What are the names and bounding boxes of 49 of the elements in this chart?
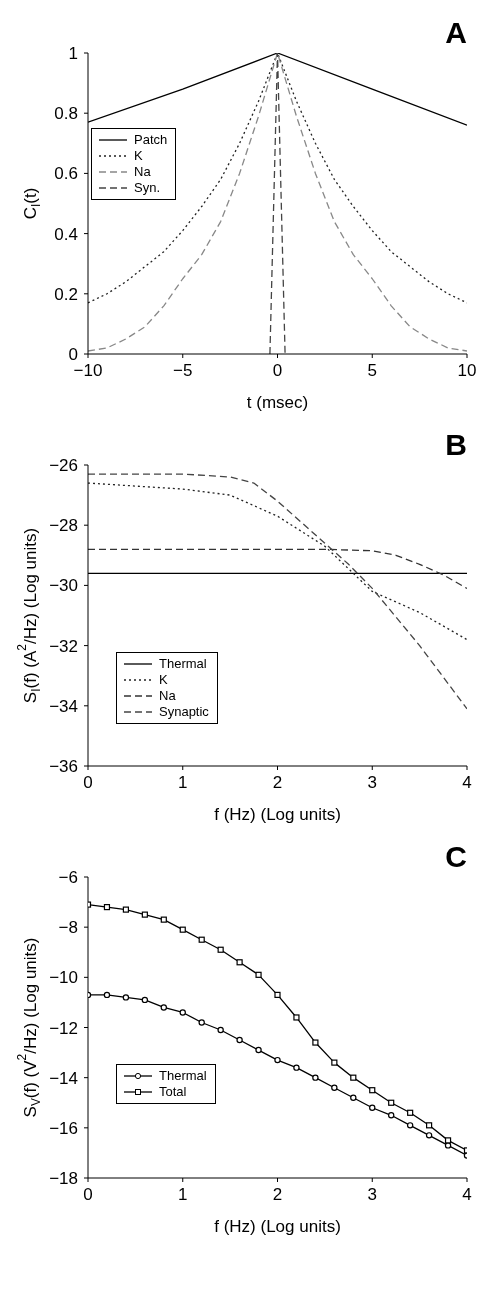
y-tick-label: −18	[49, 1169, 78, 1189]
y-tick-label: −34	[49, 696, 78, 716]
x-tick-label: 0	[272, 361, 283, 381]
y-tick-label: 1	[68, 44, 78, 64]
y-tick-label: 0.4	[54, 224, 78, 244]
y-tick-label: −16	[49, 1118, 78, 1138]
x-axis-title: t (msec)	[246, 393, 309, 412]
legend-label: Syn.	[134, 180, 161, 197]
x-tick-label: 2	[272, 1185, 283, 1205]
chart-title: C	[445, 840, 467, 873]
y-tick-label: 0.8	[54, 104, 78, 124]
x-tick-label: 0	[83, 773, 93, 793]
legend-label: Synaptic	[159, 703, 209, 720]
x-tick-label: −5	[173, 361, 193, 381]
y-tick-label: 0.2	[54, 284, 78, 304]
legend-label: K	[134, 148, 143, 165]
x-tick-label: 4	[462, 1185, 472, 1205]
x-tick-label: 3	[367, 1185, 377, 1205]
x-tick-label: 0	[83, 1185, 93, 1205]
x-axis-title: f (Hz) (Log units)	[214, 805, 341, 824]
legend-label: K	[159, 671, 168, 688]
legend-label: Na	[134, 164, 151, 181]
x-tick-label: 3	[367, 773, 377, 793]
y-tick-label: −28	[49, 516, 78, 536]
x-tick-label: 5	[367, 361, 377, 381]
y-tick-label: −30	[49, 576, 78, 596]
y-tick-label: −32	[49, 636, 78, 656]
x-tick-label: 10	[457, 361, 477, 381]
legend-label: Patch	[134, 132, 168, 149]
y-tick-label: −36	[49, 757, 78, 777]
y-tick-label: −26	[49, 456, 78, 476]
x-tick-label: 4	[462, 773, 472, 793]
chart-title: B	[445, 428, 467, 461]
x-tick-label: 1	[178, 1185, 188, 1205]
legend-label: Na	[159, 687, 176, 704]
y-tick-label: −8	[58, 918, 78, 938]
y-tick-label: −6	[58, 868, 78, 888]
y-tick-label: −14	[49, 1068, 78, 1088]
legend-label: Thermal	[159, 655, 207, 672]
chart-title: A	[445, 16, 467, 49]
legend-label: Total	[159, 1083, 187, 1100]
x-tick-label: 1	[178, 773, 188, 793]
legend-label: Thermal	[159, 1067, 207, 1084]
y-tick-label: −10	[49, 968, 78, 988]
y-tick-label: 0.6	[54, 164, 78, 184]
y-tick-label: −12	[49, 1018, 78, 1038]
y-tick-label: 0	[68, 345, 78, 365]
x-tick-label: 2	[272, 773, 283, 793]
x-axis-title: f (Hz) (Log units)	[214, 1217, 341, 1236]
